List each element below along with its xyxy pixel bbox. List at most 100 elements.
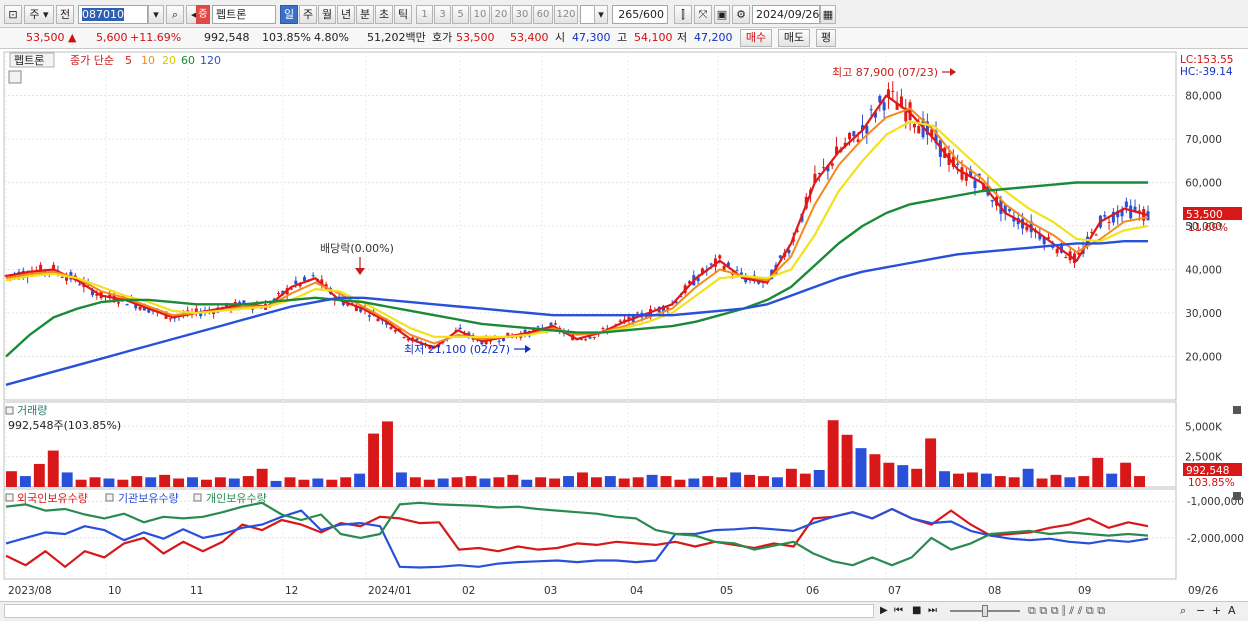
volume-bar <box>758 476 769 487</box>
chart-settings-icon[interactable]: ⊡ <box>4 5 22 24</box>
save-icon[interactable]: ▣ <box>714 5 730 24</box>
minus-icon[interactable]: − <box>1196 604 1206 617</box>
volume-tag: 992,548 <box>1186 465 1229 477</box>
ask-price: 53,500 <box>456 31 495 44</box>
volume-bar <box>479 478 491 487</box>
volume-bar <box>1050 474 1062 487</box>
candle-body <box>290 288 293 290</box>
chevron-down-icon[interactable]: ▾ <box>594 5 608 24</box>
candle-body <box>796 230 800 232</box>
prev-button[interactable]: 전 <box>56 5 74 24</box>
tab-minute[interactable]: 분 <box>356 5 374 24</box>
forward-icon[interactable]: ⏭ <box>928 605 937 616</box>
zoom-out-icon[interactable]: ⌕ <box>1180 604 1187 617</box>
volume-bar <box>270 480 282 487</box>
tool-icons[interactable]: ⧉ ⧉ ⧉ ⫿ ⫽ ⫽ ⧉ ⧉ <box>1028 604 1106 617</box>
period-type-label: 주 <box>29 8 40 21</box>
stop-icon[interactable]: ■ <box>912 605 922 616</box>
interval-1[interactable]: 1 <box>416 5 433 24</box>
stock-code-input[interactable]: 087010 <box>78 5 148 24</box>
volume-bar <box>799 473 811 487</box>
ma-120-label: 120 <box>200 54 221 67</box>
volume-tick-label: 5,000K <box>1185 421 1223 433</box>
interval-5[interactable]: 5 <box>452 5 469 24</box>
interval-60[interactable]: 60 <box>533 5 553 24</box>
stock-tag[interactable]: 펩트론 <box>14 54 44 67</box>
holding-line-0 <box>5 507 1149 568</box>
zoom-slider-handle[interactable] <box>982 605 988 617</box>
institution-holding-legend: 기관보유수량 <box>118 492 179 505</box>
high-annotation: 최고 87,900 (07/23) <box>832 66 938 79</box>
low-label: 저 <box>677 31 688 44</box>
volume-bar <box>103 478 115 487</box>
gear-icon[interactable]: ⚙ <box>732 5 750 24</box>
x-tick-label: 09 <box>1078 585 1091 597</box>
period-type-dropdown[interactable]: 주 ▾ <box>24 5 54 24</box>
font-size-icon[interactable]: A <box>1228 604 1236 617</box>
calendar-icon[interactable]: ▦ <box>820 5 836 24</box>
data-count-field[interactable]: 265/600 <box>612 5 668 24</box>
stock-name-field[interactable]: 펩트론 <box>212 5 276 24</box>
panel-box-icon <box>193 493 202 502</box>
open-label: 시 <box>555 31 566 44</box>
close-icon[interactable] <box>1233 406 1241 414</box>
close-icon[interactable] <box>1233 492 1241 500</box>
volume-bar <box>994 476 1006 487</box>
interval-120[interactable]: 120 <box>554 5 578 24</box>
ma-60-label: 60 <box>181 54 195 67</box>
eval-button[interactable]: 평 <box>816 29 836 47</box>
candle-body <box>194 308 198 313</box>
stock-chart[interactable]: 20,000 30,000 40,000 50,000 60,000 70,000 80,0… <box>0 49 1248 601</box>
table-toggle-icon[interactable] <box>8 70 22 84</box>
candle-body <box>904 107 908 122</box>
tab-second[interactable]: 초 <box>375 5 393 24</box>
candle-body <box>934 131 938 144</box>
buy-button[interactable]: 매수 <box>740 29 772 47</box>
panel-box-icon <box>5 406 14 415</box>
candle-body <box>679 295 683 298</box>
tab-week[interactable]: 주 <box>299 5 317 24</box>
candle-body <box>865 125 869 134</box>
date-field[interactable]: 2024/09/26 <box>752 5 820 24</box>
volume-bar <box>674 479 686 487</box>
interval-20[interactable]: 20 <box>491 5 511 24</box>
candle-type-icon[interactable]: ⫿ <box>674 5 692 24</box>
candle-body <box>480 342 484 345</box>
volume-bar <box>298 479 310 487</box>
tab-tick[interactable]: 틱 <box>394 5 412 24</box>
tab-month[interactable]: 월 <box>318 5 336 24</box>
candle-body <box>91 289 95 296</box>
volume-bar <box>242 476 254 487</box>
volume-bar <box>89 477 101 487</box>
chevron-down-icon[interactable]: ▾ <box>148 5 164 24</box>
panel-box-icon <box>5 493 14 502</box>
horizontal-scrollbar[interactable] <box>4 604 874 618</box>
candle-body <box>735 270 739 272</box>
rewind-icon[interactable]: ⏮ <box>894 605 903 616</box>
interval-30[interactable]: 30 <box>512 5 532 24</box>
candle-body <box>432 345 436 347</box>
volume-bar <box>187 477 198 487</box>
draw-tool-icon[interactable]: ⤧ <box>694 5 712 24</box>
volume-bar <box>827 420 839 487</box>
scroll-right-icon[interactable]: ▶ <box>880 605 888 616</box>
data-count-value: 265 <box>618 8 640 21</box>
plus-icon[interactable]: + <box>1212 604 1222 617</box>
volume-tag-box <box>1183 463 1242 476</box>
interval-3[interactable]: 3 <box>434 5 451 24</box>
volume-bar <box>939 471 951 487</box>
volume-bar <box>771 477 783 487</box>
search-icon[interactable]: ⌕ <box>166 5 184 24</box>
candle-body <box>891 90 895 92</box>
sell-button[interactable]: 매도 <box>778 29 810 47</box>
candle-body <box>912 123 916 128</box>
tab-day[interactable]: 일 <box>280 5 298 24</box>
candle-body <box>501 336 505 341</box>
candle-body <box>376 318 380 322</box>
stock-tag-box <box>9 52 55 68</box>
interval-10[interactable]: 10 <box>470 5 490 24</box>
tab-year[interactable]: 년 <box>337 5 355 24</box>
price-tag: 53,500 <box>1186 209 1223 221</box>
candle-body <box>908 102 912 121</box>
volume-bar <box>1120 462 1132 487</box>
